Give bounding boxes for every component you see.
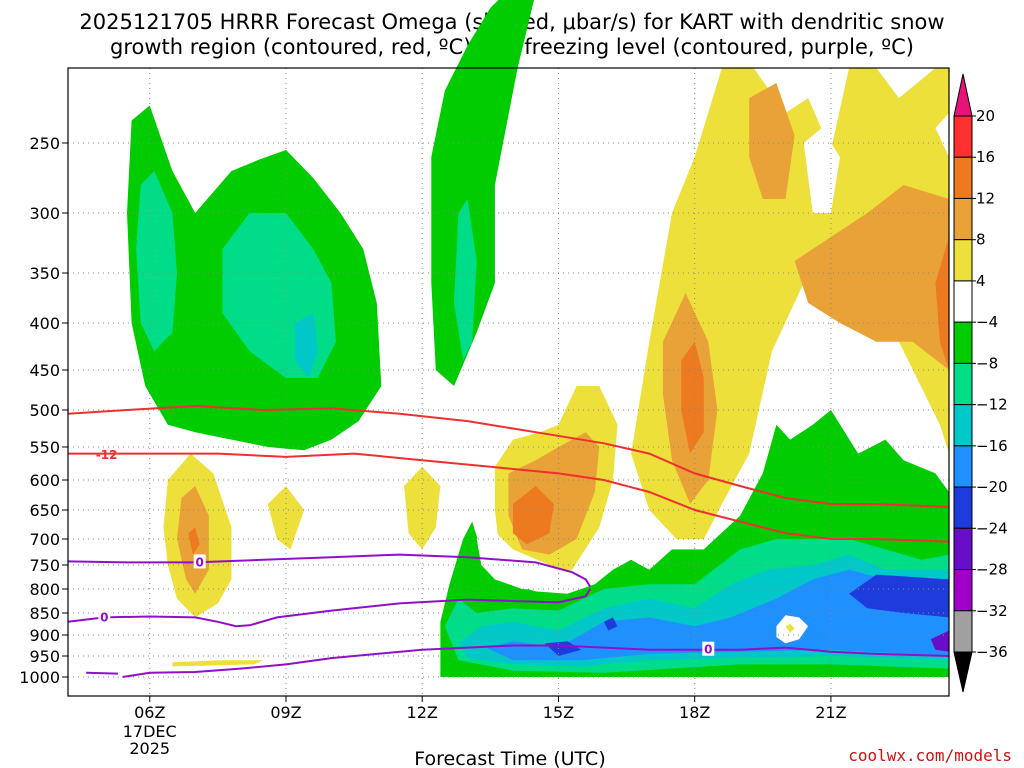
omega-region-24	[849, 574, 949, 618]
omega-region-5	[454, 199, 477, 361]
colorbar-label-4: 4	[976, 272, 986, 290]
y-tick-label-15: 1000	[19, 668, 60, 687]
purple-isotherm-fragment	[86, 671, 118, 675]
purple-isotherm-0	[67, 553, 592, 588]
purple-isotherm-2	[122, 644, 950, 678]
y-tick-label-2: 350	[29, 264, 60, 283]
omega-region-17	[749, 83, 795, 199]
omega-region-27	[930, 630, 949, 652]
omega-region-26	[603, 617, 618, 631]
y-tick-label-4: 450	[29, 361, 60, 380]
y-tick-label-8: 650	[29, 501, 60, 520]
x-tick-label-3: 15Z	[543, 703, 574, 722]
colorbar-swatch-1	[953, 156, 973, 199]
y-tick-label-10: 750	[29, 556, 60, 575]
colorbar-swatch-0	[953, 115, 973, 158]
x-tick-year: 2025	[129, 739, 170, 758]
colorbar: 20 16 12 8 4 −4 −8 −12 −16 −20 −24 −28 −32 −36	[953, 73, 1008, 693]
colorbar-swatch-12	[953, 610, 973, 653]
colorbar-swatch-10	[953, 527, 973, 571]
omega-region-3	[295, 313, 318, 378]
y-tick-label-12: 850	[29, 604, 60, 623]
grid	[68, 68, 949, 696]
colorbar-label-8: −16	[976, 437, 1008, 455]
y-tick-label-1: 300	[29, 204, 60, 223]
y-tick-label-3: 400	[29, 314, 60, 333]
purple-isotherm-label-0: 0	[196, 555, 204, 569]
omega-region-33	[172, 660, 264, 667]
y-axis: 250 300 350 400 450 500 550 600 650 700 750 800 850 9…	[19, 134, 68, 687]
colorbar-label-7: −12	[976, 396, 1008, 414]
omega-region-30	[476, 527, 586, 592]
colorbar-swatch-7	[953, 404, 973, 447]
colorbar-label-2: 12	[976, 189, 995, 207]
y-tick-label-9: 700	[29, 530, 60, 549]
colorbar-label-5: −4	[976, 313, 998, 331]
y-tick-label-5: 500	[29, 401, 60, 420]
omega-region-13	[513, 486, 554, 545]
colorbar-swatch-2	[953, 197, 973, 241]
red-isotherm-label-1: -12	[96, 448, 118, 462]
omega-region-8	[188, 527, 200, 555]
y-tick-label-6: 550	[29, 438, 60, 457]
omega-region-19	[935, 237, 949, 370]
purple-isotherm-label-bg-0	[193, 554, 206, 569]
purple-isotherm-label-bg-2	[702, 641, 715, 656]
colorbar-label-6: −8	[976, 354, 998, 372]
colorbar-swatch-9	[953, 486, 973, 529]
x-tick-label-1: 09Z	[270, 703, 301, 722]
purple-isotherm-label-bg-1	[98, 609, 111, 624]
x-tick-label-4: 18Z	[679, 703, 710, 722]
purple-isotherm-label-2: 0	[704, 643, 712, 657]
colorbar-swatch-4	[953, 280, 973, 323]
purple-isotherm-1	[67, 588, 592, 628]
colorbar-swatch-5	[953, 321, 973, 364]
colorbar-swatch-6	[953, 362, 973, 406]
colorbar-top-arrow	[953, 73, 973, 117]
colorbar-label-1: 16	[976, 148, 995, 166]
y-tick-label-13: 900	[29, 626, 60, 645]
colorbar-label-0: 20	[976, 107, 995, 125]
credit-text: coolwx.com/models	[848, 746, 1012, 765]
x-tick-date: 17DEC	[123, 722, 177, 741]
y-tick-label-0: 250	[29, 134, 60, 153]
red-isotherm-1	[68, 452, 950, 543]
colorbar-label-9: −20	[976, 478, 1008, 496]
colorbar-swatch-11	[953, 569, 973, 612]
freezing-level-isotherms: 0 0 0	[67, 553, 950, 678]
x-tick-label-2: 12Z	[407, 703, 438, 722]
colorbar-label-11: −28	[976, 561, 1008, 579]
colorbar-label-10: −24	[976, 519, 1008, 537]
colorbar-label-13: −36	[976, 643, 1008, 661]
omega-region-23	[485, 569, 949, 661]
omega-region-9	[267, 486, 305, 550]
colorbar-swatch-3	[953, 239, 973, 282]
colorbar-swatch-8	[953, 445, 973, 488]
y-tick-label-11: 800	[29, 580, 60, 599]
colorbar-bottom-arrow	[953, 651, 973, 693]
omega-region-29	[785, 624, 795, 633]
omega-region-32	[935, 113, 949, 157]
dendritic-isotherms: -12	[67, 404, 950, 543]
x-tick-label-0: 06Z	[134, 703, 165, 722]
purple-isotherm-label-1: 0	[100, 610, 108, 624]
red-isotherm-0	[67, 404, 950, 508]
y-tick-label-7: 600	[29, 471, 60, 490]
x-axis-title: Forecast Time (UTC)	[414, 748, 605, 768]
y-tick-label-14: 950	[29, 647, 60, 666]
plot-frame	[67, 67, 950, 697]
plot-area: -12 0 0 0	[67, 0, 950, 697]
omega-region-31	[803, 128, 840, 213]
colorbar-label-12: −32	[976, 602, 1008, 620]
colorbar-label-3: 8	[976, 231, 986, 249]
omega-region-1	[136, 171, 177, 352]
omega-shading	[127, 0, 949, 677]
omega-region-18	[794, 185, 949, 370]
x-tick-label-5: 21Z	[815, 703, 846, 722]
